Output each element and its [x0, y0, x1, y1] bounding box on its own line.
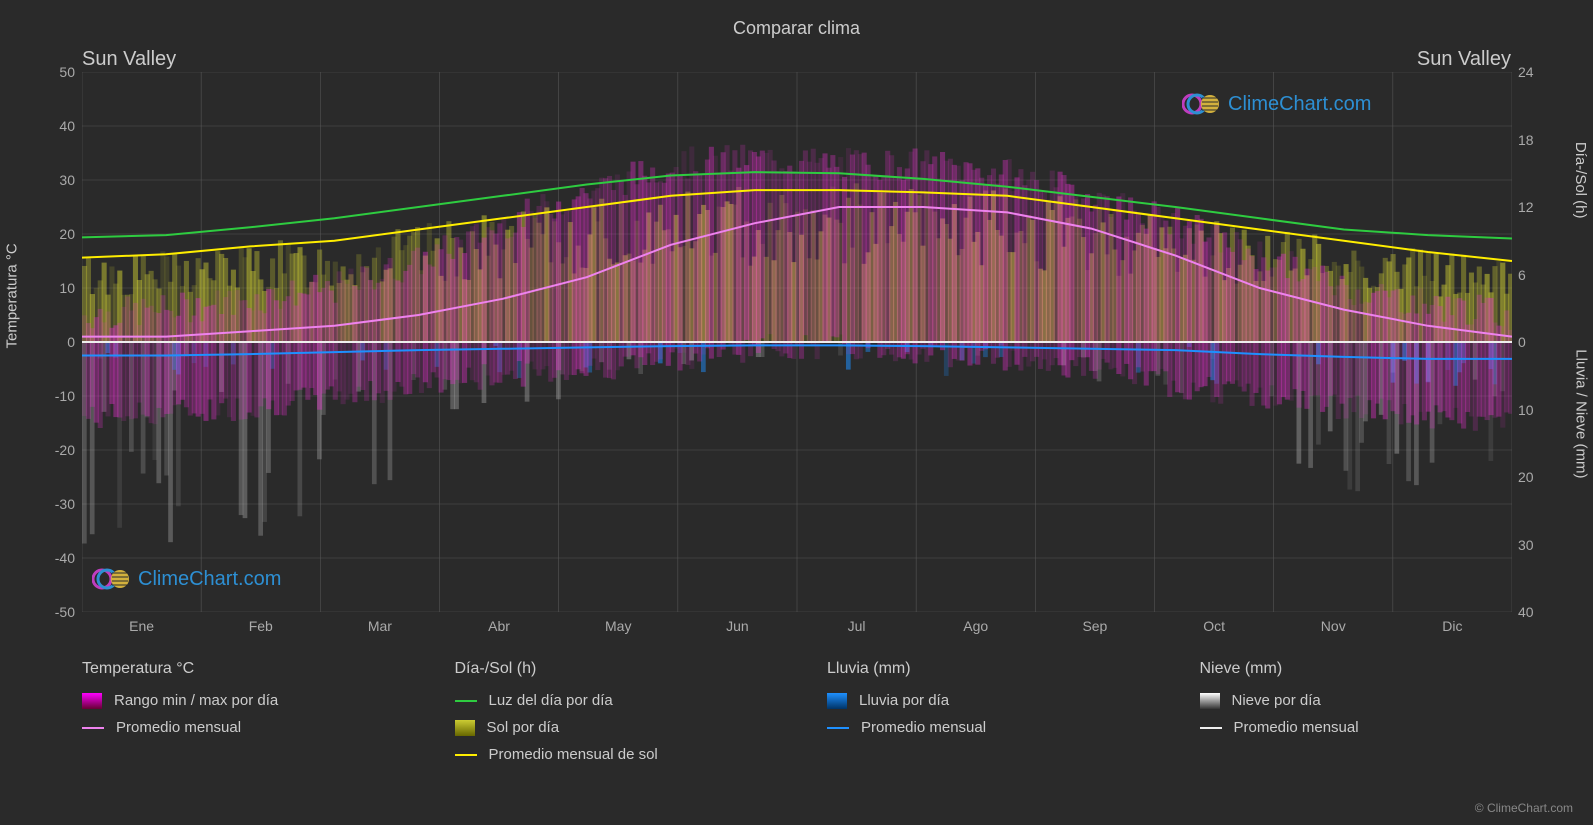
tick-label: -30	[35, 496, 75, 512]
legend-group: Día-/Sol (h) Luz del día por día Sol por d…	[455, 660, 768, 773]
y-axis-right-label-top: Día-/Sol (h)	[1573, 142, 1590, 219]
legend-item: Nieve por día	[1200, 692, 1513, 709]
legend: Temperatura °C Rango min / max por día Pro…	[82, 660, 1512, 773]
tick-label: Sep	[1070, 618, 1120, 634]
legend-label: Nieve por día	[1232, 692, 1321, 709]
legend-swatch	[827, 693, 847, 709]
tick-label: 20	[35, 226, 75, 242]
tick-label: Mar	[355, 618, 405, 634]
tick-label: 10	[35, 280, 75, 296]
tick-label: -50	[35, 604, 75, 620]
legend-item: Lluvia por día	[827, 692, 1140, 709]
tick-label: -40	[35, 550, 75, 566]
tick-label: 0	[35, 334, 75, 350]
tick-label: 18	[1518, 132, 1558, 148]
climate-chart: Comparar clima Sun Valley Sun Valley Tem…	[0, 0, 1593, 825]
tick-label: 10	[1518, 402, 1558, 418]
tick-label: -10	[35, 388, 75, 404]
legend-item: Promedio mensual	[827, 719, 1140, 736]
tick-label: 40	[35, 118, 75, 134]
legend-group-title: Lluvia (mm)	[827, 660, 1140, 678]
watermark: ClimeChart.com	[92, 565, 281, 593]
y-axis-right-label-bottom: Lluvia / Nieve (mm)	[1573, 349, 1590, 478]
legend-label: Sol por día	[487, 719, 560, 736]
legend-item: Luz del día por día	[455, 692, 768, 709]
tick-label: Feb	[236, 618, 286, 634]
watermark: ClimeChart.com	[1182, 90, 1371, 118]
legend-label: Promedio mensual	[861, 719, 986, 736]
legend-swatch	[1200, 693, 1220, 709]
tick-label: Jun	[712, 618, 762, 634]
legend-label: Rango min / max por día	[114, 692, 278, 709]
tick-label: Jul	[832, 618, 882, 634]
location-label-right: Sun Valley	[1417, 48, 1511, 71]
tick-label: -20	[35, 442, 75, 458]
tick-label: Oct	[1189, 618, 1239, 634]
legend-group: Nieve (mm) Nieve por día Promedio mensual	[1200, 660, 1513, 773]
legend-item: Promedio mensual	[1200, 719, 1513, 736]
tick-label: Dic	[1427, 618, 1477, 634]
tick-label: 0	[1518, 334, 1558, 350]
tick-label: May	[593, 618, 643, 634]
legend-label: Promedio mensual	[1234, 719, 1359, 736]
tick-label: Ago	[951, 618, 1001, 634]
tick-label: Nov	[1308, 618, 1358, 634]
watermark-text: ClimeChart.com	[138, 568, 281, 591]
plot-svg	[82, 72, 1512, 612]
tick-label: Ene	[117, 618, 167, 634]
legend-item: Promedio mensual de sol	[455, 746, 768, 763]
tick-label: 12	[1518, 199, 1558, 215]
legend-swatch	[455, 720, 475, 736]
legend-line	[455, 700, 477, 702]
legend-label: Luz del día por día	[489, 692, 613, 709]
legend-label: Promedio mensual	[116, 719, 241, 736]
legend-group-title: Nieve (mm)	[1200, 660, 1513, 678]
tick-label: 30	[1518, 537, 1558, 553]
legend-item: Promedio mensual	[82, 719, 395, 736]
legend-line	[82, 727, 104, 729]
tick-label: 20	[1518, 469, 1558, 485]
chart-title: Comparar clima	[0, 0, 1593, 39]
climechart-logo-icon	[92, 565, 132, 593]
y-axis-left-label: Temperatura °C	[4, 243, 21, 348]
tick-label: 50	[35, 64, 75, 80]
watermark-text: ClimeChart.com	[1228, 93, 1371, 116]
legend-label: Promedio mensual de sol	[489, 746, 658, 763]
legend-line	[1200, 727, 1222, 729]
legend-line	[827, 727, 849, 729]
location-label-left: Sun Valley	[82, 48, 176, 71]
tick-label: 30	[35, 172, 75, 188]
legend-item: Sol por día	[455, 719, 768, 736]
climechart-logo-icon	[1182, 90, 1222, 118]
tick-label: 6	[1518, 267, 1558, 283]
tick-label: Abr	[474, 618, 524, 634]
legend-line	[455, 754, 477, 756]
legend-group-title: Temperatura °C	[82, 660, 395, 678]
tick-label: 24	[1518, 64, 1558, 80]
legend-group: Lluvia (mm) Lluvia por día Promedio mensua…	[827, 660, 1140, 773]
copyright: © ClimeChart.com	[1475, 801, 1573, 815]
legend-label: Lluvia por día	[859, 692, 949, 709]
legend-item: Rango min / max por día	[82, 692, 395, 709]
legend-group: Temperatura °C Rango min / max por día Pro…	[82, 660, 395, 773]
legend-group-title: Día-/Sol (h)	[455, 660, 768, 678]
legend-swatch	[82, 693, 102, 709]
tick-label: 40	[1518, 604, 1558, 620]
